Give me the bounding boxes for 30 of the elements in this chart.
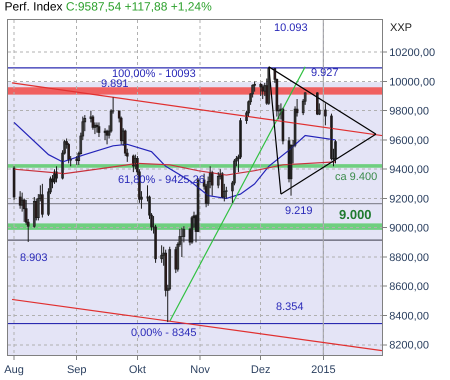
y-tick-label: 9800,00	[389, 106, 429, 118]
y-tick-label: 8800,00	[389, 252, 429, 264]
y-tick-label: 9200,00	[389, 193, 429, 206]
annotation: 9.000	[339, 207, 372, 222]
y-tick-label: 8400,00	[389, 310, 429, 322]
annotation: 8.354	[276, 301, 304, 313]
x-tick-label: 2015	[311, 364, 336, 376]
x-tick-label: Nov	[190, 364, 210, 376]
annotation: 10.093	[274, 22, 308, 34]
y-tick-label: 8600,00	[389, 281, 429, 294]
annotation: 0,00% - 8345	[131, 327, 196, 339]
annotation: 9.927	[311, 67, 339, 79]
x-tick-label: Aug	[4, 364, 24, 376]
y-tick-label: 8200,00	[389, 340, 429, 352]
text: XXP	[390, 22, 412, 34]
y-tick-label: 10200,00	[389, 47, 436, 60]
x-tick-label: Sep	[66, 364, 87, 376]
annotation: 8.903	[20, 252, 48, 264]
y-tick-label: 9600,00	[389, 134, 429, 147]
y-tick-label: 10000,00	[389, 76, 436, 88]
annotation: 9.891	[101, 78, 129, 90]
x-tick-label: Okt	[128, 364, 146, 376]
annotation: ca 9.400	[335, 171, 378, 183]
x-tick-label: Dez	[250, 364, 270, 376]
chart-subtitle: C:9587,54 +117,88 +1,24%	[66, 0, 212, 14]
annotation: 9.219	[285, 205, 313, 217]
y-tick-label: 9000,00	[389, 222, 429, 235]
y-tick-label: 9400,00	[389, 164, 429, 176]
chart-title: Perf. Index	[4, 0, 63, 14]
annotation: 100,00% - 10093	[112, 68, 196, 80]
